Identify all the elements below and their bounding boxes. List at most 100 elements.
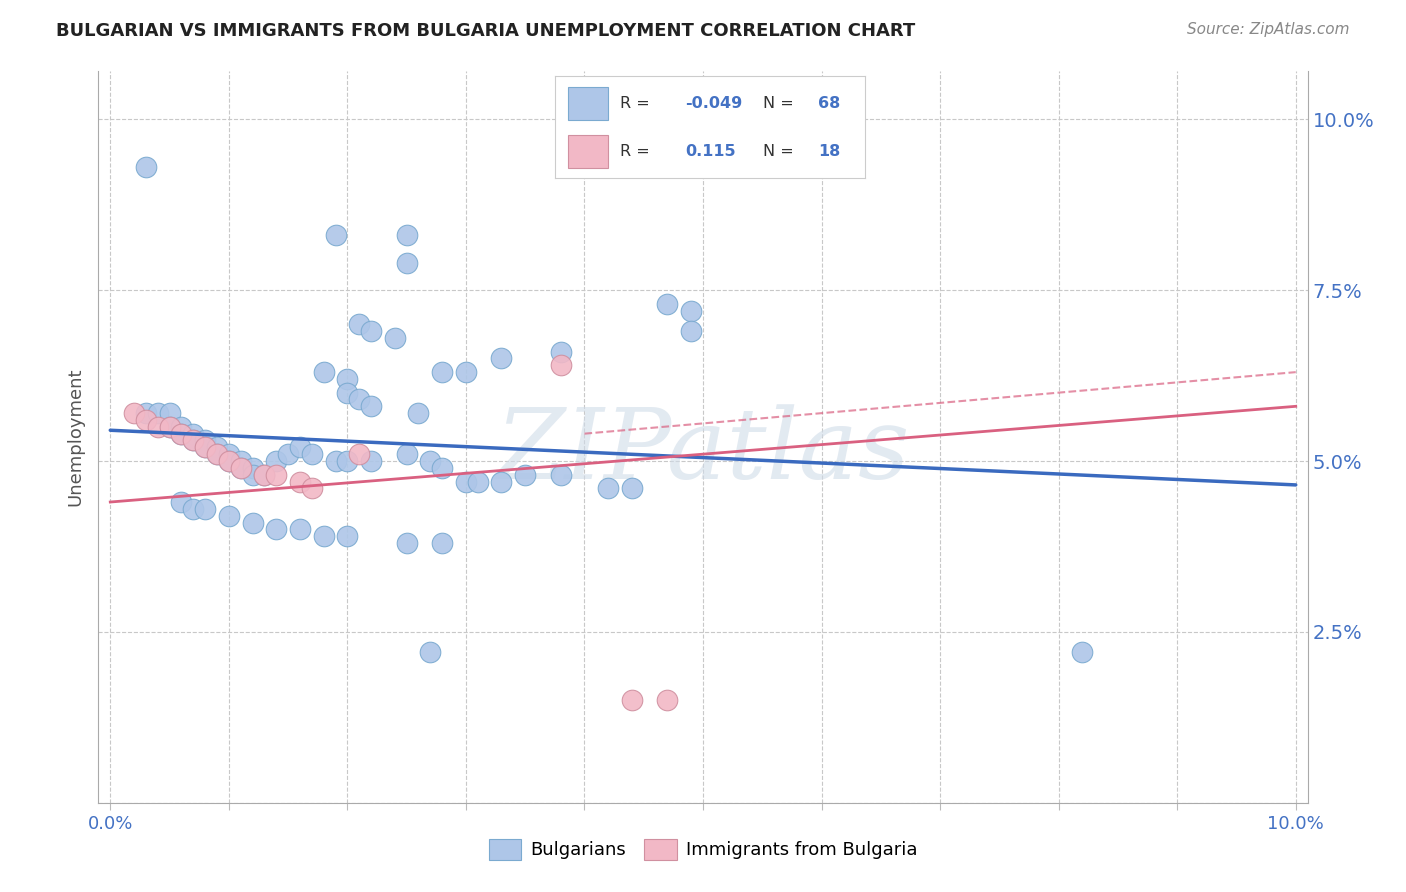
Point bbox=[253, 467, 276, 482]
Point bbox=[550, 467, 572, 482]
Point bbox=[312, 365, 335, 379]
Point bbox=[288, 475, 311, 489]
Legend: Bulgarians, Immigrants from Bulgaria: Bulgarians, Immigrants from Bulgaria bbox=[482, 831, 924, 867]
Point bbox=[550, 344, 572, 359]
Text: 18: 18 bbox=[818, 145, 841, 160]
Point bbox=[432, 536, 454, 550]
Point bbox=[170, 420, 193, 434]
Point bbox=[159, 420, 181, 434]
Point bbox=[135, 406, 157, 420]
Point bbox=[336, 454, 359, 468]
Point bbox=[288, 522, 311, 536]
Point bbox=[229, 454, 252, 468]
Point bbox=[277, 447, 299, 461]
Point bbox=[681, 324, 703, 338]
Point bbox=[146, 420, 169, 434]
Point bbox=[408, 406, 430, 420]
Point bbox=[229, 460, 252, 475]
Point bbox=[395, 536, 418, 550]
Text: R =: R = bbox=[620, 96, 650, 111]
Point bbox=[194, 440, 217, 454]
Point bbox=[159, 420, 181, 434]
Point bbox=[181, 426, 204, 441]
Point bbox=[218, 454, 240, 468]
Point bbox=[242, 516, 264, 530]
Point bbox=[218, 454, 240, 468]
Point bbox=[454, 365, 477, 379]
Point bbox=[301, 447, 323, 461]
Point bbox=[135, 160, 157, 174]
Point bbox=[242, 467, 264, 482]
Point bbox=[122, 406, 145, 420]
Point bbox=[264, 522, 287, 536]
Point bbox=[657, 297, 679, 311]
Point bbox=[491, 351, 513, 366]
Point bbox=[288, 440, 311, 454]
Point bbox=[347, 318, 370, 332]
Text: R =: R = bbox=[620, 145, 650, 160]
Point bbox=[181, 501, 204, 516]
Point bbox=[170, 426, 193, 441]
Point bbox=[467, 475, 489, 489]
Point bbox=[325, 454, 347, 468]
Text: N =: N = bbox=[762, 145, 793, 160]
FancyBboxPatch shape bbox=[568, 87, 607, 120]
Text: 68: 68 bbox=[818, 96, 841, 111]
Text: -0.049: -0.049 bbox=[685, 96, 742, 111]
Point bbox=[205, 440, 228, 454]
Point bbox=[395, 228, 418, 243]
Point bbox=[253, 467, 276, 482]
Point bbox=[218, 508, 240, 523]
Point bbox=[419, 645, 441, 659]
Point bbox=[336, 372, 359, 386]
Point bbox=[419, 454, 441, 468]
Point bbox=[146, 406, 169, 420]
Point bbox=[432, 365, 454, 379]
Point bbox=[681, 303, 703, 318]
Point bbox=[194, 440, 217, 454]
Point bbox=[264, 454, 287, 468]
Point bbox=[336, 385, 359, 400]
Point bbox=[360, 324, 382, 338]
Y-axis label: Unemployment: Unemployment bbox=[66, 368, 84, 507]
Point bbox=[170, 495, 193, 509]
Point bbox=[181, 434, 204, 448]
Point bbox=[242, 460, 264, 475]
Point bbox=[657, 693, 679, 707]
Point bbox=[384, 331, 406, 345]
Text: BULGARIAN VS IMMIGRANTS FROM BULGARIA UNEMPLOYMENT CORRELATION CHART: BULGARIAN VS IMMIGRANTS FROM BULGARIA UN… bbox=[56, 22, 915, 40]
Point bbox=[170, 426, 193, 441]
Point bbox=[620, 481, 643, 495]
Text: 0.115: 0.115 bbox=[685, 145, 735, 160]
Point bbox=[135, 413, 157, 427]
Point bbox=[205, 447, 228, 461]
Text: ZIPatlas: ZIPatlas bbox=[496, 404, 910, 500]
Point bbox=[194, 501, 217, 516]
Point bbox=[515, 467, 537, 482]
Point bbox=[229, 460, 252, 475]
Point bbox=[620, 693, 643, 707]
Point bbox=[325, 228, 347, 243]
Point bbox=[598, 481, 620, 495]
Point bbox=[301, 481, 323, 495]
Point bbox=[218, 447, 240, 461]
Point bbox=[181, 434, 204, 448]
Point bbox=[432, 460, 454, 475]
Point bbox=[360, 400, 382, 414]
Point bbox=[550, 359, 572, 373]
Point bbox=[360, 454, 382, 468]
Point bbox=[159, 406, 181, 420]
Point bbox=[347, 392, 370, 407]
Point bbox=[194, 434, 217, 448]
Point bbox=[395, 447, 418, 461]
Point bbox=[395, 256, 418, 270]
Point bbox=[347, 447, 370, 461]
Text: Source: ZipAtlas.com: Source: ZipAtlas.com bbox=[1187, 22, 1350, 37]
Point bbox=[454, 475, 477, 489]
Text: N =: N = bbox=[762, 96, 793, 111]
Point bbox=[336, 529, 359, 543]
Point bbox=[264, 467, 287, 482]
FancyBboxPatch shape bbox=[568, 136, 607, 168]
Point bbox=[1071, 645, 1094, 659]
Point bbox=[491, 475, 513, 489]
